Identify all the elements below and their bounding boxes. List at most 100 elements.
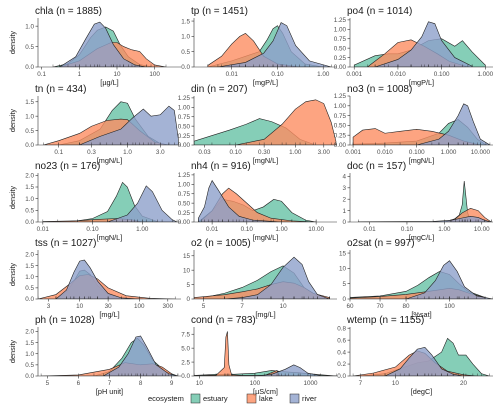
y-axis-label: density <box>8 109 17 132</box>
x-tick-label: 10.00 <box>308 226 324 233</box>
y-tick-label: 1.00 <box>178 105 191 112</box>
y-tick-label: 0.5 <box>181 49 190 56</box>
x-tick-label: 0.01 <box>37 226 50 233</box>
y-tick-label: 1.25 <box>334 17 347 24</box>
x-tick-label: 0.10 <box>271 71 284 78</box>
x-axis-label: [pH unit] <box>96 387 123 396</box>
y-tick-label: 2.0 <box>25 329 34 336</box>
legend: ecosystem estuary lake river <box>148 393 317 404</box>
x-tick-label: 10 <box>280 303 288 310</box>
plot-area <box>358 180 492 222</box>
panel-title: cond (n = 783) <box>191 315 256 326</box>
panel-title: o2 (n = 1005) <box>191 238 251 249</box>
x-tick-label: 10 <box>76 303 84 310</box>
x-tick-label: 0.30 <box>258 149 271 156</box>
x-tick-label: 60 <box>346 303 354 310</box>
y-tick-label: 0.75 <box>334 113 347 120</box>
density-area-river <box>107 185 178 222</box>
y-tick-label: 10 <box>339 266 347 273</box>
facet-panel-po4: po4 (n = 1014) 0.001 0.010 0.100 1.000 0.00 0.… <box>334 6 494 87</box>
legend-swatch-lake <box>246 393 257 404</box>
x-tick-label: 0.01 <box>206 226 219 233</box>
x-tick-label: 1.00 <box>438 226 451 233</box>
y-tick-label: 2.5 <box>181 359 190 366</box>
density-area-river <box>55 259 140 299</box>
y-tick-label: 0.0 <box>337 373 346 380</box>
y-axis-label: density <box>8 263 17 286</box>
y-tick-label: 0.5 <box>25 128 34 135</box>
density-area-river <box>416 103 491 145</box>
panel-title: tp (n = 1451) <box>191 6 248 17</box>
x-tick-label: 0.100 <box>409 149 425 156</box>
x-tick-label: 0.10 <box>86 226 99 233</box>
y-tick-label: 10 <box>183 267 191 274</box>
y-tick-label: 1.0 <box>25 23 34 30</box>
x-axis-label: [%sat] <box>411 310 431 319</box>
y-tick-label: 7.5 <box>181 331 190 338</box>
legend-swatch-estuary <box>190 393 201 404</box>
y-tick-label: 0 <box>342 296 346 303</box>
x-tick-label: 100 <box>444 303 455 310</box>
x-axis-label: [mgN/L] <box>253 156 279 165</box>
y-tick-label: 0.00 <box>178 219 191 226</box>
y-tick-label: 1.5 <box>25 340 34 347</box>
x-tick-label: 0.010 <box>390 71 406 78</box>
x-tick-label: 0.01 <box>226 71 239 78</box>
facet-panel-tp: tp (n = 1451) 0.01 0.10 1.00 0.0 0.5 1.0 1.5 [mg… <box>181 6 337 87</box>
y-tick-label: 5.0 <box>181 345 190 352</box>
density-area-lake <box>235 99 337 145</box>
legend-label-river: river <box>302 394 317 403</box>
x-tick-label: 100 <box>250 380 261 387</box>
y-tick-label: 0.8 <box>337 325 346 332</box>
y-tick-label: 0.25 <box>334 55 347 62</box>
x-tick-label: 3.0 <box>156 149 165 156</box>
facet-panel-tss: tss (n = 1027) 3 10 30 100 300 0.0 0.5 1.0 1.5 2.0… <box>8 238 181 319</box>
x-tick-label: 0.001 <box>345 149 361 156</box>
density-area-river <box>79 105 179 145</box>
x-tick-label: 10 <box>196 380 204 387</box>
plot-area <box>207 22 332 67</box>
panel-title: din (n = 207) <box>191 84 247 95</box>
y-tick-label: 0.0 <box>25 142 34 149</box>
x-tick-label: 7 <box>240 303 244 310</box>
legend-title: ecosystem <box>148 394 184 403</box>
x-tick-label: 5 <box>202 303 206 310</box>
y-tick-label: 1.0 <box>25 113 34 120</box>
y-tick-label: 0.00 <box>178 142 191 149</box>
x-tick-label: 1.000 <box>441 149 457 156</box>
plot-area <box>352 103 491 145</box>
x-tick-label: 0.1 <box>54 149 63 156</box>
plot-area <box>194 256 330 299</box>
plot-area <box>43 101 179 145</box>
y-axis-label: density <box>8 31 17 54</box>
x-tick-label: 3 <box>47 303 51 310</box>
facet-panel-no3: no3 (n = 1008) 0.001 0.010 0.100 1.000 10.000… <box>334 84 493 165</box>
y-tick-label: 3 <box>342 185 346 192</box>
y-tick-label: 0.0 <box>181 373 190 380</box>
x-axis-label: [mgP/L] <box>253 78 278 87</box>
y-tick-label: 1.5 <box>25 184 34 191</box>
x-tick-label: 10.000 <box>471 149 491 156</box>
y-tick-label: 0.0 <box>181 64 190 71</box>
panel-title: nh4 (n = 916) <box>191 161 251 172</box>
y-tick-label: 0 <box>342 219 346 226</box>
x-axis-label: [mgN/L] <box>97 156 123 165</box>
y-tick-label: 0.25 <box>178 210 191 217</box>
y-tick-label: 0 <box>186 296 190 303</box>
x-tick-label: 0.10 <box>230 149 243 156</box>
x-axis-label: [µg/L] <box>100 78 118 87</box>
y-tick-label: 0.50 <box>178 200 191 207</box>
y-tick-label: 1.0 <box>25 351 34 358</box>
plot-area <box>38 259 176 299</box>
y-tick-label: 1.0 <box>181 34 190 41</box>
y-tick-label: 1.00 <box>178 182 191 189</box>
x-tick-label: 5 <box>46 380 50 387</box>
x-axis-label: [mg/L] <box>99 310 119 319</box>
y-tick-label: 0.25 <box>334 132 347 139</box>
x-tick-label: 0.3 <box>87 149 96 156</box>
x-tick-label: 1000 <box>303 380 318 387</box>
plot-area <box>197 179 317 222</box>
density-area-river <box>198 179 282 222</box>
y-tick-label: 0.6 <box>337 337 346 344</box>
x-tick-label: 0.1 <box>37 71 46 78</box>
